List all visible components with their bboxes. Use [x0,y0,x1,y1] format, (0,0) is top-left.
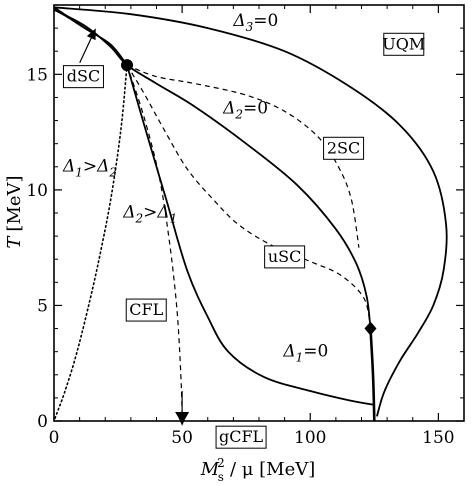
annotations-layer: Δ3=0 Δ2=0 Δ1=0 Δ1>Δ2 Δ2>Δ1 UQM 2SC dSC uSC CFL gCF… [62,11,425,449]
y-tick-label: 0 [37,412,48,432]
region-box-uqm [383,32,425,56]
curve-solid-3 [126,64,375,406]
region-box-2sc [323,136,365,160]
circle-marker [121,59,134,72]
x-tick-label: 50 [171,428,193,448]
gap-label-delta1: Δ1=0 [282,341,328,364]
gap-label-delta2-gt-delta1: Δ2>Δ1 [122,203,177,226]
curve-solid-2 [53,6,448,417]
region-label-2sc: 2SC [327,138,360,157]
arrows-layer [79,28,187,426]
curves-layer [53,6,448,422]
y-tick-label: 10 [26,181,48,201]
y-axis-label: T[MeV] [4,175,25,248]
region-label-gcfl: gCFL [219,427,264,446]
gap-label-delta2: Δ2=0 [222,99,268,122]
x-tick-label: 100 [294,428,326,448]
region-box-cfl [125,298,167,322]
curve-solid-9 [53,8,99,36]
curve-solid-0 [53,8,372,329]
curve-dashed-5 [126,64,360,248]
diamond-marker [364,321,377,336]
y-tick-label: 15 [26,65,48,85]
region-label-uqm: UQM [382,34,425,53]
x-tick-label: 150 [422,428,454,448]
region-label-dsc: dSC [67,67,100,86]
curve-solid-1 [369,328,376,422]
region-box-usc [264,245,306,269]
region-label-cfl: CFL [129,300,163,319]
y-tick-label: 5 [37,296,48,316]
x-axis-label: M2 s / μ [MeV] [200,456,316,484]
region-box-gcfl [215,425,267,449]
region-label-usc: uSC [268,247,302,266]
curve-dotted-8 [53,64,128,422]
x-tick-label: 0 [49,428,60,448]
plot-frame [53,4,465,422]
region-box-dsc [62,65,104,89]
ticks-layer: 0 50 100 150 0 5 10 15 [26,5,464,448]
curve-dashed-7 [126,64,183,415]
arrow-1 [79,28,96,63]
gap-label-delta1-gt-delta2: Δ1>Δ2 [62,156,117,179]
gap-label-delta3: Δ3=0 [232,11,278,34]
